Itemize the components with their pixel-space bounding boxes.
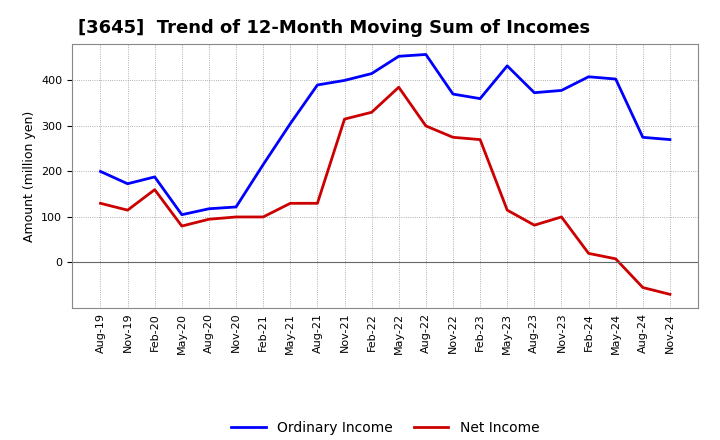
Y-axis label: Amount (million yen): Amount (million yen) <box>22 110 35 242</box>
Ordinary Income <box>367 71 376 76</box>
Net Income <box>449 135 457 140</box>
Ordinary Income <box>204 206 213 211</box>
Net Income <box>530 223 539 228</box>
Net Income <box>395 84 403 90</box>
Ordinary Income <box>665 137 674 142</box>
Net Income <box>313 201 322 206</box>
Line: Ordinary Income: Ordinary Income <box>101 55 670 215</box>
Ordinary Income <box>178 212 186 217</box>
Net Income <box>259 214 268 220</box>
Ordinary Income <box>96 169 105 174</box>
Ordinary Income <box>611 77 620 82</box>
Net Income <box>232 214 240 220</box>
Net Income <box>639 285 647 290</box>
Ordinary Income <box>232 204 240 209</box>
Ordinary Income <box>123 181 132 187</box>
Ordinary Income <box>639 135 647 140</box>
Net Income <box>178 224 186 229</box>
Ordinary Income <box>341 78 349 83</box>
Ordinary Income <box>449 92 457 97</box>
Net Income <box>665 292 674 297</box>
Net Income <box>150 187 159 192</box>
Ordinary Income <box>313 82 322 88</box>
Line: Net Income: Net Income <box>101 87 670 294</box>
Net Income <box>503 208 511 213</box>
Ordinary Income <box>584 74 593 79</box>
Text: [3645]  Trend of 12-Month Moving Sum of Incomes: [3645] Trend of 12-Month Moving Sum of I… <box>78 19 590 37</box>
Ordinary Income <box>395 54 403 59</box>
Net Income <box>367 110 376 115</box>
Net Income <box>611 256 620 261</box>
Net Income <box>557 214 566 220</box>
Ordinary Income <box>476 96 485 101</box>
Net Income <box>286 201 294 206</box>
Ordinary Income <box>286 121 294 126</box>
Net Income <box>123 208 132 213</box>
Net Income <box>341 117 349 122</box>
Ordinary Income <box>503 63 511 69</box>
Ordinary Income <box>150 174 159 180</box>
Net Income <box>96 201 105 206</box>
Ordinary Income <box>421 52 430 57</box>
Net Income <box>204 216 213 222</box>
Ordinary Income <box>557 88 566 93</box>
Legend: Ordinary Income, Net Income: Ordinary Income, Net Income <box>225 415 545 440</box>
Net Income <box>584 251 593 256</box>
Ordinary Income <box>530 90 539 95</box>
Net Income <box>421 123 430 128</box>
Net Income <box>476 137 485 142</box>
Ordinary Income <box>259 162 268 167</box>
